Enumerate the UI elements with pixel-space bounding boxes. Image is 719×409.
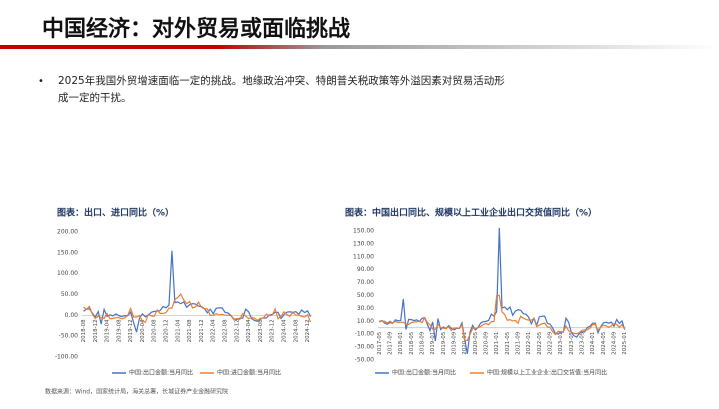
bullet-text: 成一定的干扰。	[58, 91, 132, 104]
x-tick-label: 2023-09	[580, 331, 586, 354]
x-tick-label: 2022-09	[548, 331, 554, 354]
x-tick-label: 2021-08	[187, 319, 193, 342]
x-tick-label: 2021-04	[175, 319, 181, 342]
bullet-dot: •	[38, 76, 44, 87]
x-tick-label: 2021-01	[494, 332, 500, 355]
x-tick-label: 2019-09	[452, 331, 458, 354]
x-tick-label: 2023-05	[569, 331, 575, 354]
x-tick-label: 2018-09	[420, 331, 426, 354]
x-tick-label: 2022-12	[234, 319, 240, 342]
x-tick-label: 2019-12	[128, 319, 134, 342]
x-tick-label: 2024-04	[281, 319, 287, 342]
y-tick-label: 0.00	[65, 312, 79, 319]
x-tick-label: 2017-09	[388, 331, 394, 354]
title-underline	[0, 45, 719, 49]
y-tick-label: 110.00	[353, 253, 374, 260]
x-tick-label: 2023-01	[558, 332, 564, 355]
legend-label: 中国:出口金额:当月同比	[129, 369, 193, 377]
chart-title: 图表：出口、进口同比（%）	[57, 207, 174, 219]
y-tick-label: -30.00	[355, 344, 375, 351]
data-line	[83, 292, 312, 324]
x-tick-label: 2022-08	[223, 319, 229, 342]
x-tick-label: 2018-05	[409, 331, 415, 354]
x-tick-label: 2019-04	[105, 319, 111, 342]
x-tick-label: 2021-05	[505, 331, 511, 354]
slide-title: 中国经济：对外贸易或面临挑战	[42, 16, 350, 42]
x-tick-label: 2020-08	[152, 319, 158, 342]
x-tick-label: 2023-08	[258, 319, 264, 342]
y-tick-label: 100.00	[57, 270, 78, 277]
x-tick-label: 2024-05	[601, 331, 607, 354]
x-tick-label: 2020-12	[164, 319, 170, 342]
y-tick-label: 130.00	[353, 240, 374, 247]
x-tick-label: 2019-05	[441, 331, 447, 354]
chart-title: 图表：中国出口同比、规模以上工业企业出口交货值同比（%）	[345, 207, 597, 219]
x-tick-label: 2025-01	[622, 332, 628, 355]
x-tick-label: 2021-09	[516, 331, 522, 354]
x-tick-label: 2022-01	[526, 332, 532, 355]
x-tick-label: 2023-12	[270, 319, 276, 342]
y-tick-label: 30.00	[357, 305, 374, 312]
y-tick-label: 150.00	[353, 228, 374, 235]
x-tick-label: 2022-05	[537, 331, 543, 354]
x-tick-label: 2023-04	[246, 319, 252, 342]
y-tick-label: 50.00	[61, 291, 78, 298]
x-tick-label: 2017-05	[377, 331, 383, 354]
y-tick-label: 90.00	[357, 266, 374, 273]
legend-label: 中国:进口金额:当月同比	[217, 369, 281, 377]
y-tick-label: 70.00	[357, 279, 374, 286]
x-tick-label: 2018-01	[398, 332, 404, 355]
y-tick-label: 50.00	[357, 292, 374, 299]
y-tick-label: 10.00	[357, 318, 374, 325]
x-tick-label: 2020-05	[473, 331, 479, 354]
x-tick-label: 2024-01	[590, 332, 596, 355]
x-tick-label: 2020-04	[140, 319, 146, 342]
y-tick-label: -50.00	[355, 357, 375, 364]
x-tick-label: 2020-09	[484, 331, 490, 354]
x-tick-label: 2018-08	[81, 319, 87, 342]
legend-label: 中国:出口金额:当月同比	[392, 369, 456, 377]
data-line	[379, 294, 626, 342]
y-tick-label: -100.00	[55, 354, 78, 361]
x-tick-label: 2024-12	[305, 319, 311, 342]
y-tick-label: -10.00	[355, 331, 375, 338]
x-tick-label: 2022-04	[211, 319, 217, 342]
x-tick-label: 2024-08	[293, 319, 299, 342]
x-tick-label: 2018-12	[93, 319, 99, 342]
x-tick-label: 2021-12	[199, 319, 205, 342]
x-tick-label: 2024-09	[612, 331, 618, 354]
bullet-text: 2025年我国外贸增速面临一定的挑战。地缘政治冲突、特朗普关税政策等外溢因素对贸…	[58, 74, 505, 87]
y-tick-label: 200.00	[57, 229, 78, 236]
x-tick-label: 2019-08	[116, 319, 122, 342]
legend-label: 中国:规模以上工业企业:出口交货值:当月同比	[487, 369, 607, 377]
source-note: 数据来源：Wind，国家统计局，海关总署，长城证券产业金融研究院	[45, 388, 228, 396]
data-line	[379, 227, 626, 355]
x-tick-label: 2019-01	[430, 332, 436, 355]
y-tick-label: -50.00	[59, 333, 79, 340]
y-tick-label: 150.00	[57, 249, 78, 256]
